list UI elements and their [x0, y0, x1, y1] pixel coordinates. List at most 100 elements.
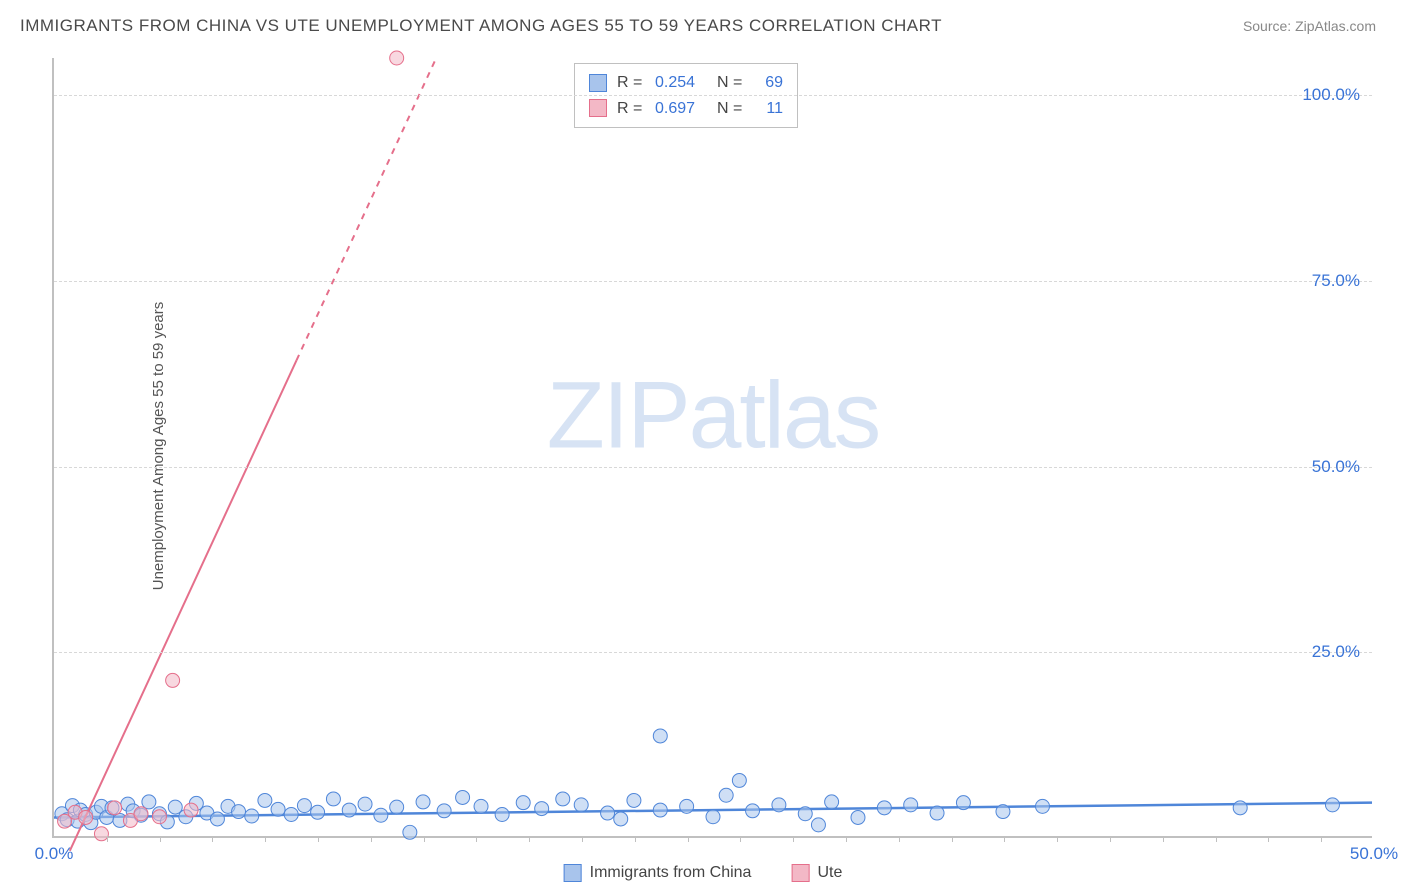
- x-tick-mark: [212, 836, 213, 842]
- data-point: [825, 795, 839, 809]
- data-point: [627, 793, 641, 807]
- data-point: [245, 809, 259, 823]
- y-tick-label: 100.0%: [1302, 85, 1360, 105]
- data-point: [284, 808, 298, 822]
- x-tick-mark: [740, 836, 741, 842]
- data-point: [495, 808, 509, 822]
- legend-swatch: [564, 864, 582, 882]
- legend-correlation-row: R = 0.697 N = 11: [589, 96, 783, 122]
- legend-r-value: 0.697: [655, 96, 707, 122]
- legend-n-label: N =: [717, 96, 745, 122]
- data-point: [516, 796, 530, 810]
- data-point: [556, 792, 570, 806]
- data-point: [746, 804, 760, 818]
- data-point: [653, 803, 667, 817]
- data-point: [851, 810, 865, 824]
- data-point: [535, 802, 549, 816]
- data-point: [719, 788, 733, 802]
- data-point: [474, 799, 488, 813]
- data-point: [1233, 801, 1247, 815]
- data-point: [680, 799, 694, 813]
- x-tick-mark: [1216, 836, 1217, 842]
- x-tick-mark: [846, 836, 847, 842]
- data-point: [614, 812, 628, 826]
- x-tick-label: 0.0%: [35, 844, 74, 864]
- data-point: [210, 812, 224, 826]
- x-tick-mark: [318, 836, 319, 842]
- x-tick-mark: [899, 836, 900, 842]
- legend-swatch: [589, 74, 607, 92]
- legend-n-value: 69: [755, 70, 783, 96]
- data-point: [271, 802, 285, 816]
- data-point: [437, 804, 451, 818]
- data-point: [930, 806, 944, 820]
- legend-r-label: R =: [617, 70, 645, 96]
- data-point: [166, 673, 180, 687]
- x-tick-mark: [1057, 836, 1058, 842]
- legend-r-value: 0.254: [655, 70, 707, 96]
- x-tick-mark: [424, 836, 425, 842]
- data-point: [1325, 798, 1339, 812]
- trend-line-dashed: [297, 58, 437, 360]
- data-point: [877, 801, 891, 815]
- data-point: [574, 798, 588, 812]
- data-point: [258, 793, 272, 807]
- legend-series: Immigrants from China Ute: [564, 864, 843, 882]
- legend-series-label: Immigrants from China: [590, 864, 752, 882]
- data-point: [326, 792, 340, 806]
- data-point: [403, 825, 417, 839]
- x-tick-mark: [107, 836, 108, 842]
- data-point: [904, 798, 918, 812]
- x-tick-mark: [793, 836, 794, 842]
- x-tick-mark: [160, 836, 161, 842]
- x-tick-mark: [582, 836, 583, 842]
- data-point: [358, 797, 372, 811]
- data-point: [798, 807, 812, 821]
- legend-series-item: Immigrants from China: [564, 864, 752, 882]
- gridline-h: [54, 467, 1372, 468]
- x-tick-mark: [688, 836, 689, 842]
- data-point: [297, 799, 311, 813]
- chart-title: IMMIGRANTS FROM CHINA VS UTE UNEMPLOYMEN…: [20, 16, 942, 36]
- data-point: [653, 729, 667, 743]
- data-point: [601, 806, 615, 820]
- data-point: [184, 803, 198, 817]
- x-tick-mark: [1268, 836, 1269, 842]
- data-point: [152, 810, 166, 824]
- data-point: [142, 795, 156, 809]
- legend-swatch: [791, 864, 809, 882]
- data-point: [134, 807, 148, 821]
- x-tick-mark: [476, 836, 477, 842]
- x-tick-mark: [1321, 836, 1322, 842]
- legend-series-label: Ute: [817, 864, 842, 882]
- y-tick-label: 50.0%: [1312, 457, 1360, 477]
- legend-n-value: 11: [755, 96, 783, 122]
- data-point: [342, 803, 356, 817]
- data-point: [772, 798, 786, 812]
- x-tick-mark: [371, 836, 372, 842]
- data-point: [232, 805, 246, 819]
- data-point: [311, 805, 325, 819]
- gridline-h: [54, 95, 1372, 96]
- x-tick-mark: [1004, 836, 1005, 842]
- data-point: [1036, 799, 1050, 813]
- y-tick-label: 75.0%: [1312, 271, 1360, 291]
- x-tick-mark: [529, 836, 530, 842]
- legend-series-item: Ute: [791, 864, 842, 882]
- data-point: [811, 818, 825, 832]
- data-point: [706, 810, 720, 824]
- y-tick-label: 25.0%: [1312, 642, 1360, 662]
- x-tick-mark: [952, 836, 953, 842]
- legend-correlation-row: R = 0.254 N = 69: [589, 70, 783, 96]
- data-point: [956, 796, 970, 810]
- gridline-h: [54, 652, 1372, 653]
- trend-line: [70, 360, 297, 851]
- x-tick-mark: [635, 836, 636, 842]
- legend-n-label: N =: [717, 70, 745, 96]
- legend-r-label: R =: [617, 96, 645, 122]
- data-point: [416, 795, 430, 809]
- data-point: [79, 810, 93, 824]
- data-point: [390, 800, 404, 814]
- legend-swatch: [589, 99, 607, 117]
- data-point: [108, 801, 122, 815]
